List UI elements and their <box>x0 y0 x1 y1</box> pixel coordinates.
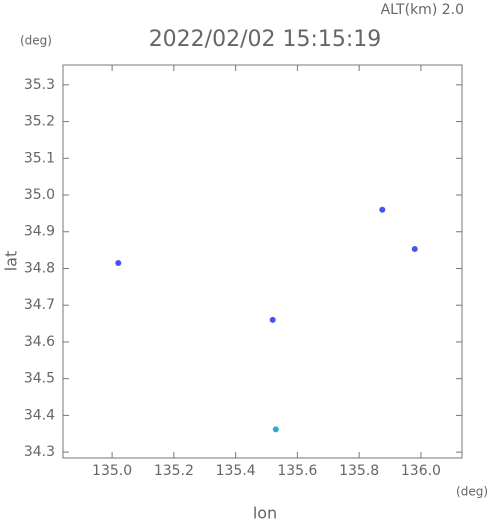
x-tick-label: 136.0 <box>401 463 441 479</box>
y-tick-label: 34.7 <box>24 297 55 313</box>
x-tick-label: 135.0 <box>92 463 132 479</box>
x-axis-label: lon <box>253 504 277 521</box>
echo-point <box>269 316 276 323</box>
y-unit: (deg) <box>20 34 52 48</box>
y-tick-label: 35.2 <box>24 114 55 130</box>
x-tick-label: 135.2 <box>154 463 194 479</box>
x-unit: (deg) <box>456 485 488 499</box>
echo-point <box>272 426 279 433</box>
y-tick-label: 34.8 <box>24 260 55 276</box>
y-tick-label: 35.1 <box>24 150 55 166</box>
y-tick-label: 34.4 <box>24 407 55 423</box>
plot-frame <box>62 64 463 459</box>
echo-point <box>379 206 386 213</box>
x-tick-label: 135.4 <box>216 463 256 479</box>
echo-point <box>115 259 122 266</box>
y-tick-label: 35.0 <box>24 187 55 203</box>
chart-title: 2022/02/02 15:15:19 <box>149 27 382 52</box>
y-tick-label: 34.3 <box>24 444 55 460</box>
y-axis-label: lat <box>2 251 21 272</box>
y-tick-label: 34.5 <box>24 371 55 387</box>
x-tick-label: 135.6 <box>277 463 317 479</box>
y-tick-label: 34.9 <box>24 224 55 240</box>
altitude-label: ALT(km) 2.0 <box>381 2 464 18</box>
x-tick-label: 135.8 <box>339 463 379 479</box>
y-tick-label: 34.6 <box>24 334 55 350</box>
echo-point <box>411 246 418 253</box>
y-tick-label: 35.3 <box>24 77 55 93</box>
